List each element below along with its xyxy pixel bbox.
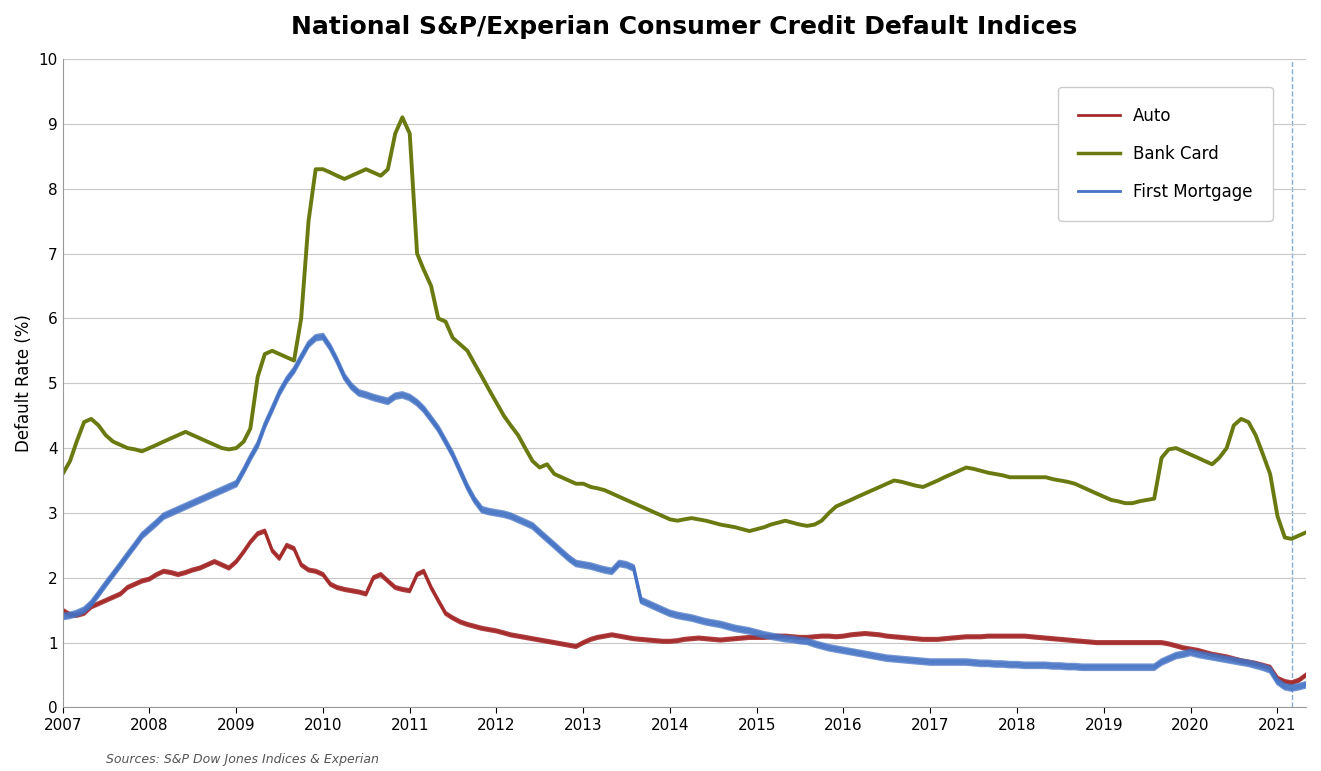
Y-axis label: Default Rate (%): Default Rate (%) (15, 315, 33, 452)
Legend: Auto, Bank Card, First Mortgage: Auto, Bank Card, First Mortgage (1058, 87, 1273, 221)
Title: National S&P/Experian Consumer Credit Default Indices: National S&P/Experian Consumer Credit De… (291, 15, 1078, 39)
Text: Sources: S&P Dow Jones Indices & Experian: Sources: S&P Dow Jones Indices & Experia… (106, 753, 379, 766)
